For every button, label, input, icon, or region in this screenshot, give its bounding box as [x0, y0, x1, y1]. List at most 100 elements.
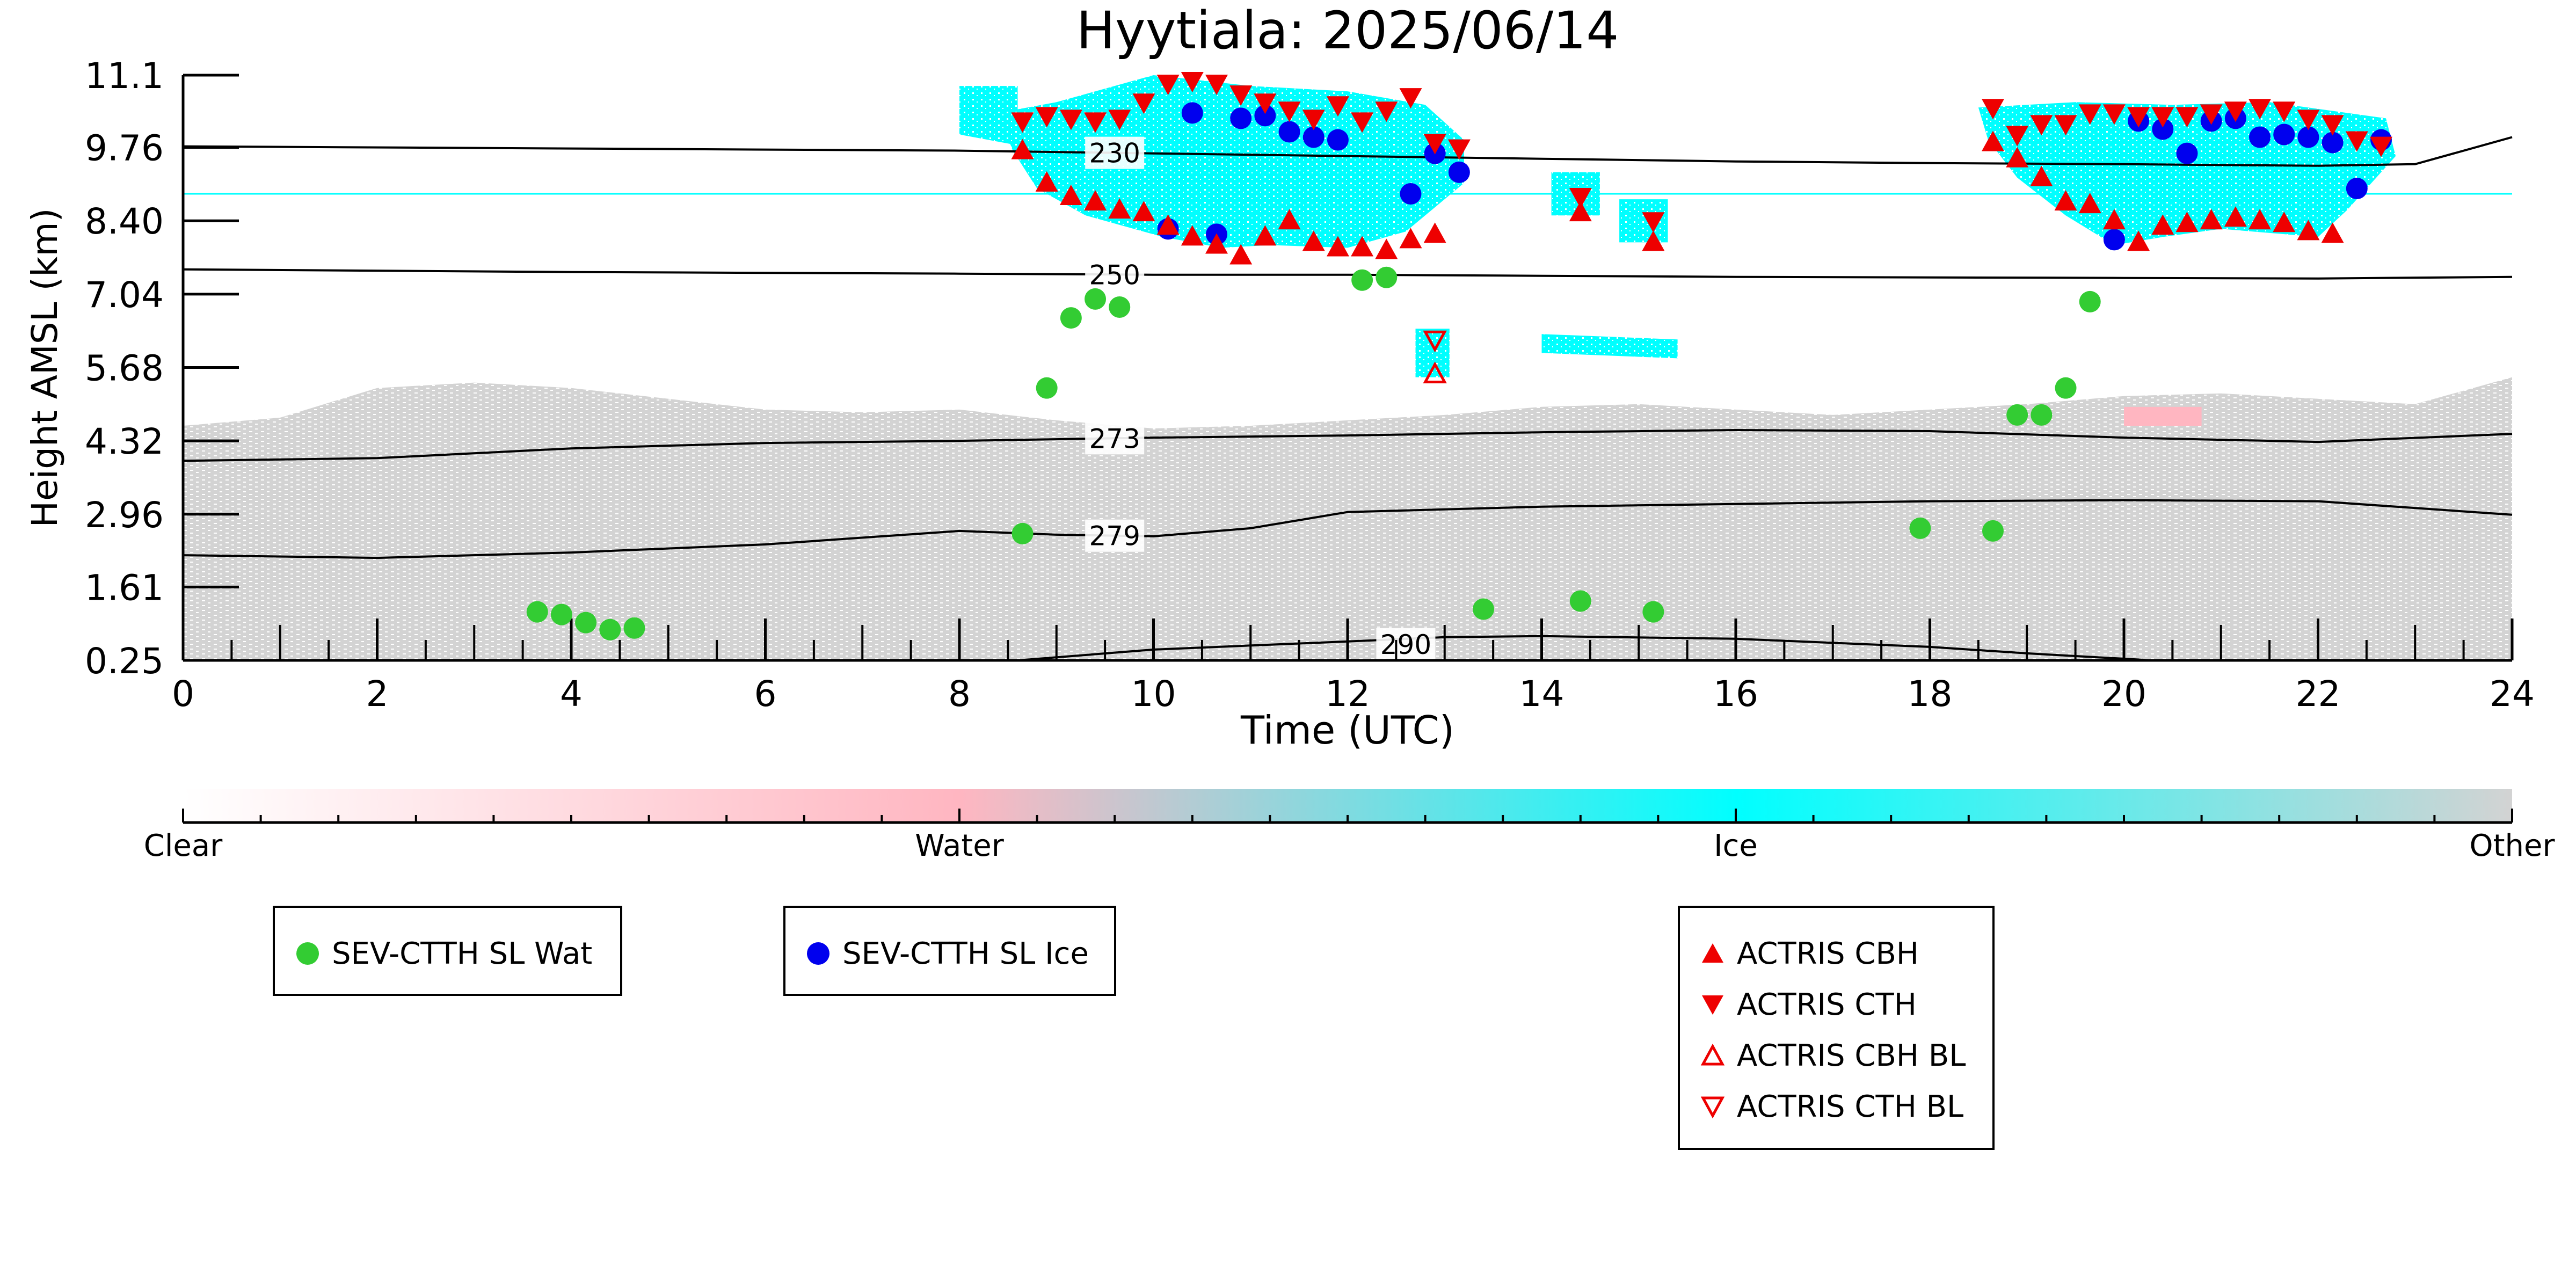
data-point-triangle-down — [2297, 110, 2320, 130]
ice-mask-region — [959, 86, 1018, 145]
data-point-triangle-up — [1229, 244, 1253, 265]
data-point-circle — [1642, 601, 1664, 623]
data-point-circle — [2249, 126, 2271, 148]
data-point-circle — [623, 617, 645, 639]
data-point-triangle-up — [2248, 209, 2272, 230]
data-point-triangle-up — [1181, 225, 1204, 246]
x-tick-label: 16 — [1713, 673, 1758, 715]
data-point-circle — [575, 612, 597, 634]
legend-water: SEV-CTTH SL Wat — [273, 906, 622, 996]
data-point-circle — [2079, 290, 2101, 312]
data-point-circle — [1327, 129, 1349, 151]
data-point-triangle-down — [1399, 88, 1422, 109]
colorbar-label: Ice — [1714, 828, 1758, 863]
data-point-triangle-up — [2321, 222, 2344, 243]
contour-label: 273 — [1089, 423, 1140, 454]
data-point-circle — [2152, 118, 2174, 140]
data-point-triangle-down — [2102, 104, 2126, 125]
colorbar-label: Clear — [144, 828, 223, 863]
data-point-triangle-up — [1278, 209, 1301, 230]
legend-entry-cbh-bl: ACTRIS CBH BL — [1680, 1037, 1966, 1074]
ice-mask-region — [1619, 199, 1668, 243]
data-point-triangle-down — [1326, 96, 1349, 117]
colorbar-label: Water — [915, 828, 1005, 863]
data-point-triangle-down — [1981, 99, 2004, 120]
data-point-triangle-up — [1399, 228, 1422, 249]
contour-label-bg — [1085, 519, 1145, 552]
data-point-triangle-down — [1351, 112, 1374, 133]
legend-ice: SEV-CTTH SL Ice — [783, 906, 1116, 996]
ice-mask-region — [1541, 334, 1678, 359]
x-tick-label: 8 — [948, 673, 971, 715]
legend-label: SEV-CTTH SL Ice — [842, 936, 1089, 971]
red-triangle-down-open-icon — [1700, 1096, 1725, 1119]
data-point-circle — [1181, 102, 1203, 124]
contour-label: 250 — [1089, 259, 1140, 290]
contour-line — [183, 428, 2513, 462]
data-point-circle — [526, 601, 548, 623]
data-point-triangle-down — [1035, 107, 1058, 128]
data-point-triangle-down — [2006, 126, 2029, 147]
data-point-triangle-up — [1035, 171, 1058, 192]
data-point-circle — [1254, 105, 1276, 127]
data-point-circle — [1278, 121, 1300, 143]
y-tick-label: 5.68 — [85, 347, 164, 389]
data-point-triangle-down — [2345, 131, 2368, 152]
data-point-triangle-down — [2248, 99, 2272, 120]
data-point-triangle-up — [1423, 222, 1446, 243]
data-point-circle — [1376, 266, 1398, 288]
contour-line — [183, 136, 2513, 167]
x-tick-label: 20 — [2101, 673, 2146, 715]
contour-label: 230 — [1089, 138, 1140, 169]
blue-circle-icon — [807, 942, 829, 965]
y-tick-label: 9.76 — [85, 128, 164, 169]
legend-entry-water: SEV-CTTH SL Wat — [275, 935, 592, 972]
data-point-circle — [2031, 404, 2053, 426]
data-point-triangle-up — [1981, 130, 2004, 151]
legend-label: SEV-CTTH SL Wat — [332, 936, 593, 971]
data-point-triangle-up — [1351, 236, 1374, 257]
contour-label-bg — [1085, 258, 1145, 291]
data-point-triangle-up — [2200, 209, 2223, 230]
legend-entry-cth: ACTRIS CTH — [1680, 986, 1917, 1023]
y-tick-label: 1.61 — [85, 567, 164, 608]
phase-mask — [183, 75, 2512, 660]
data-point-triangle-down — [1642, 212, 1665, 233]
data-point-triangle-down — [2321, 115, 2344, 136]
data-point-circle — [2273, 123, 2295, 145]
data-point-triangle-down — [2054, 115, 2077, 136]
data-point-triangle-down — [1011, 112, 1034, 133]
temperature-contours: 230 250 273 279 290 — [183, 136, 2513, 661]
x-tick-label: 14 — [1519, 673, 1564, 715]
legend-label: ACTRIS CBH BL — [1737, 1038, 1966, 1073]
data-point-circle — [1351, 269, 1373, 291]
x-tick-label: 0 — [172, 673, 194, 715]
data-point-triangle-up — [2151, 214, 2174, 235]
data-point-circle — [1569, 590, 1591, 612]
data-point-triangle-up — [2127, 230, 2150, 251]
data-point-circle — [599, 618, 621, 641]
x-tick-label: 24 — [2490, 673, 2535, 715]
legend-entry-cbh: ACTRIS CBH — [1680, 935, 1919, 972]
data-point-circle — [2322, 132, 2344, 154]
contour-label: 279 — [1089, 521, 1140, 552]
x-tick-label: 6 — [754, 673, 777, 715]
data-point-circle — [1060, 307, 1082, 329]
data-point-triangle-up — [1642, 230, 1665, 251]
data-point-circle — [1473, 598, 1495, 620]
ice-mask-region — [998, 75, 1464, 248]
x-tick-label: 18 — [1908, 673, 1953, 715]
data-point-triangle-down — [1205, 75, 1228, 96]
data-point-circle — [2176, 142, 2198, 164]
data-point-triangle-down — [1278, 101, 1301, 122]
contour-label-bg — [1085, 136, 1145, 169]
data-point-circle — [1400, 183, 1422, 205]
data-point-triangle-down — [2078, 104, 2101, 125]
data-point-circle — [2297, 126, 2319, 148]
x-tick-label: 2 — [366, 673, 389, 715]
data-point-triangle-down — [2273, 101, 2296, 122]
data-point-triangle-down — [2175, 107, 2199, 128]
data-point-triangle-up — [2102, 209, 2126, 230]
legend-entry-ice: SEV-CTTH SL Ice — [785, 935, 1089, 972]
contour-label: 290 — [1380, 629, 1431, 660]
